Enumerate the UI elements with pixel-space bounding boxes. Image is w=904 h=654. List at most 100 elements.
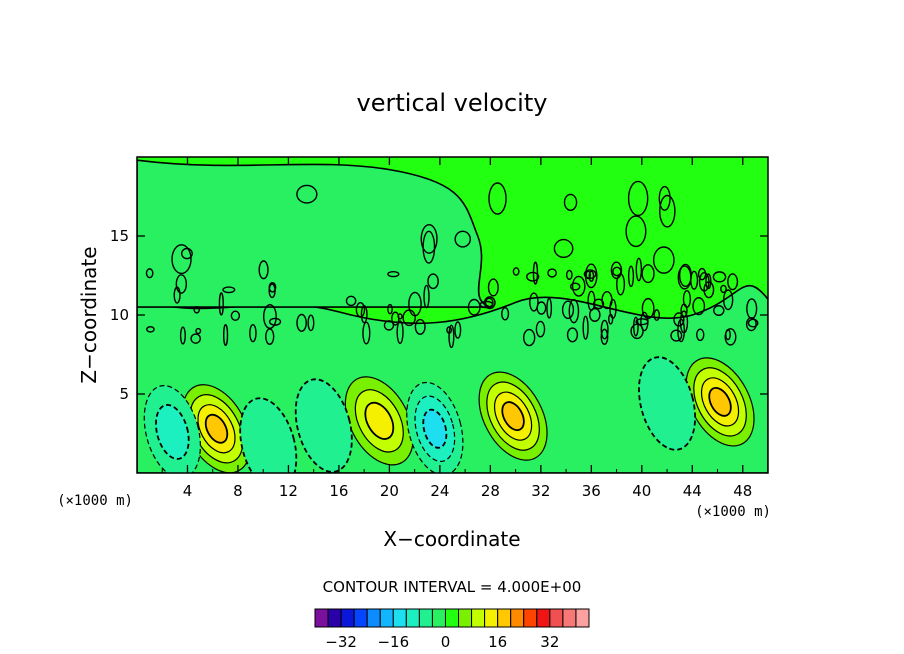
colorbar-swatch bbox=[392, 608, 407, 628]
small-contour bbox=[423, 284, 430, 309]
small-contour bbox=[641, 297, 655, 320]
small-contour bbox=[171, 244, 192, 275]
x-tick-label: 32 bbox=[531, 482, 550, 500]
small-contour bbox=[705, 273, 712, 290]
small-contour bbox=[536, 301, 547, 315]
small-contour bbox=[535, 320, 546, 338]
small-contour bbox=[582, 315, 589, 340]
colorbar-label: 16 bbox=[488, 633, 507, 651]
x-tick-label: 12 bbox=[279, 482, 298, 500]
small-contour bbox=[698, 271, 710, 292]
small-contour bbox=[529, 292, 539, 312]
small-contour bbox=[625, 215, 647, 248]
small-contour bbox=[641, 264, 655, 284]
small-contour bbox=[249, 323, 257, 343]
colorbar-swatch bbox=[458, 608, 473, 628]
colorbar-swatch bbox=[353, 608, 368, 628]
colorbar-label: −16 bbox=[377, 633, 409, 651]
small-contour bbox=[588, 270, 595, 282]
small-contour bbox=[483, 296, 496, 310]
small-contour bbox=[467, 298, 481, 316]
small-contour bbox=[571, 275, 586, 297]
small-contour bbox=[296, 184, 318, 204]
small-contour bbox=[501, 306, 510, 321]
small-contour bbox=[713, 305, 725, 316]
updraft-contour bbox=[204, 413, 229, 444]
small-contour bbox=[145, 268, 154, 279]
small-contour bbox=[592, 298, 605, 310]
small-contour bbox=[180, 247, 193, 260]
x-axis: 4 8 12 16 20 24 28 32 36 40 44 48 bbox=[161, 157, 752, 500]
downdraft-feature bbox=[294, 378, 353, 473]
x-axis-label: X−coordinate bbox=[383, 527, 520, 551]
colorbar-swatch bbox=[575, 608, 590, 628]
small-contour bbox=[420, 223, 438, 254]
x-tick-label: 40 bbox=[632, 482, 651, 500]
small-contour bbox=[448, 324, 455, 349]
updraft-contour bbox=[501, 401, 525, 432]
downdraft-contour bbox=[638, 356, 696, 451]
small-contour bbox=[569, 282, 581, 291]
small-contour bbox=[635, 318, 649, 326]
y-tick-label: 15 bbox=[110, 227, 129, 245]
small-contour bbox=[745, 316, 757, 332]
x-tick-label: 44 bbox=[683, 482, 702, 500]
colorbar-swatch bbox=[327, 608, 342, 628]
small-contour bbox=[547, 268, 557, 278]
x-tick-label: 48 bbox=[733, 482, 752, 500]
small-contour bbox=[488, 182, 507, 215]
y-tick-label: 5 bbox=[119, 385, 129, 403]
colorbar-swatch bbox=[340, 608, 355, 628]
small-contour bbox=[725, 329, 731, 341]
updraft-contour bbox=[708, 386, 732, 417]
small-contour bbox=[526, 271, 540, 282]
downdraft-feature bbox=[406, 381, 464, 473]
chart-title: vertical velocity bbox=[357, 89, 548, 117]
small-contour bbox=[727, 273, 739, 291]
small-contour bbox=[195, 327, 202, 335]
small-contour bbox=[652, 246, 675, 274]
small-contour bbox=[610, 261, 623, 280]
colorbar-swatch bbox=[418, 608, 433, 628]
colorbar-label: 32 bbox=[540, 633, 559, 651]
small-contour bbox=[696, 328, 705, 342]
colorbar-swatch bbox=[366, 608, 381, 628]
small-contour bbox=[697, 267, 707, 281]
small-contour bbox=[175, 274, 188, 294]
small-contour bbox=[230, 310, 241, 321]
small-contour bbox=[222, 323, 229, 346]
small-contour bbox=[193, 305, 200, 314]
colorbar-swatch bbox=[523, 608, 538, 628]
small-contour bbox=[609, 298, 617, 319]
colorbar-swatch bbox=[471, 608, 486, 628]
small-contour bbox=[627, 180, 649, 217]
small-contour bbox=[218, 292, 224, 316]
colorbar-swatch bbox=[497, 608, 512, 628]
small-contour bbox=[632, 316, 639, 337]
small-contour bbox=[553, 238, 574, 258]
small-contour bbox=[690, 270, 699, 290]
small-contour bbox=[190, 333, 201, 344]
colorbar-label: 0 bbox=[441, 633, 451, 651]
downdraft-feature bbox=[638, 356, 696, 451]
small-contour bbox=[222, 286, 236, 294]
small-contour bbox=[563, 193, 578, 212]
small-contour bbox=[396, 320, 404, 345]
small-contour bbox=[600, 319, 609, 340]
downdraft-contour bbox=[155, 404, 190, 460]
small-contour bbox=[722, 289, 734, 311]
small-contour bbox=[427, 273, 439, 290]
downdraft-contour bbox=[239, 397, 298, 473]
small-contour bbox=[265, 328, 275, 345]
y-axis: 5 10 15 bbox=[110, 227, 768, 403]
colorbar-swatch bbox=[549, 608, 564, 628]
colorbar-label: −32 bbox=[325, 633, 357, 651]
colorbar-labels: −32 −16 0 16 32 bbox=[325, 633, 559, 651]
colorbar-swatch bbox=[405, 608, 420, 628]
x-unit-label: (×1000 m) bbox=[695, 504, 771, 520]
small-contour bbox=[566, 327, 579, 343]
colorbar-swatch bbox=[562, 608, 577, 628]
x-tick-label: 8 bbox=[233, 482, 243, 500]
small-contour bbox=[600, 328, 609, 346]
small-contour bbox=[307, 314, 315, 332]
